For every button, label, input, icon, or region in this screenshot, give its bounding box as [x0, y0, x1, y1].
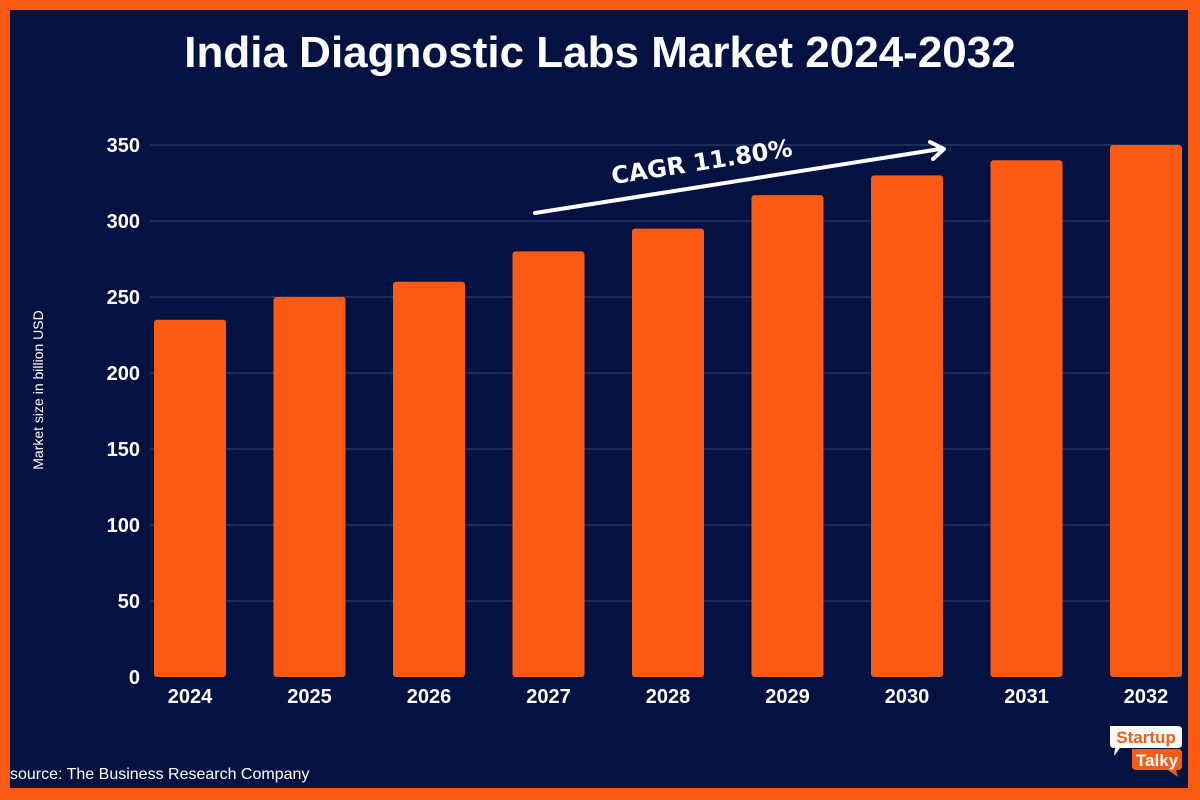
- bar-2031: [990, 160, 1063, 677]
- arrow-head-icon: [928, 140, 946, 161]
- svg-text:Talky: Talky: [1136, 751, 1179, 770]
- cagr-annotation: CAGR 11.80%: [609, 134, 794, 190]
- bar-2024: [154, 319, 226, 677]
- bar-2026: [393, 281, 465, 677]
- bar-2030: [871, 175, 943, 677]
- y-tick-label: 100: [107, 515, 140, 537]
- y-tick-label: 0: [129, 667, 140, 689]
- x-tick-label: 2024: [168, 686, 213, 708]
- source-note: source: The Business Research Company: [10, 766, 310, 783]
- x-tick-label: 2029: [765, 686, 810, 708]
- trend-arrow-line: [533, 147, 942, 215]
- bar-2025: [273, 297, 346, 677]
- bar-2027: [512, 251, 585, 677]
- bar-2032: [1110, 145, 1182, 677]
- startuptalky-logo: Startup Talky: [1110, 726, 1182, 777]
- x-tick-label: 2032: [1124, 686, 1169, 708]
- y-tick-label: 300: [107, 211, 140, 233]
- x-tick-label: 2031: [1004, 686, 1049, 708]
- chart-title: India Diagnostic Labs Market 2024-2032: [184, 28, 1016, 77]
- y-tick-label: 350: [107, 135, 140, 157]
- x-tick-label: 2030: [885, 686, 930, 708]
- y-tick-label: 150: [107, 439, 140, 461]
- bar-2029: [751, 195, 824, 677]
- y-tick-label: 200: [107, 363, 140, 385]
- y-tick-label: 250: [107, 287, 140, 309]
- x-tick-label: 2026: [407, 686, 452, 708]
- y-tick-label: 50: [118, 591, 140, 613]
- bar-2028: [632, 228, 704, 677]
- x-tick-label: 2025: [287, 686, 332, 708]
- x-tick-label: 2028: [646, 686, 691, 708]
- x-tick-label: 2027: [526, 686, 571, 708]
- svg-text:Startup: Startup: [1116, 728, 1176, 747]
